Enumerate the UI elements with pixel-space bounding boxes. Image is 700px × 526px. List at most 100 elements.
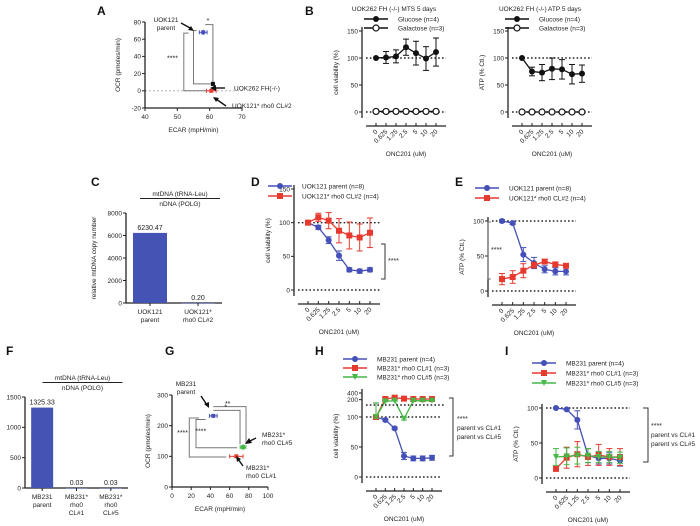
y-tick-label: 0	[480, 288, 484, 295]
panel-letter-g: G	[165, 344, 174, 358]
y-tick-label: 200	[347, 397, 358, 404]
data-point	[403, 44, 409, 51]
arrowhead	[188, 26, 194, 31]
data-point	[519, 55, 525, 61]
bar-value-label: 0.20	[191, 295, 205, 302]
series-mb231-parent-n-4-	[373, 402, 435, 462]
legend-item: MB231 parent (n=4)	[532, 360, 624, 367]
y-tick-label: 2000	[108, 278, 123, 285]
data-point	[563, 268, 569, 275]
data-point	[509, 220, 516, 227]
x-tick-label: 1.25	[513, 307, 527, 321]
legend-label: Galactose (n=3)	[539, 25, 585, 32]
y-tick-label: 50	[283, 254, 291, 261]
x-tick-label: 20	[363, 306, 373, 316]
significance-bracket	[213, 409, 241, 445]
x-tick-label: 10	[549, 307, 559, 317]
data-point-group	[239, 444, 247, 451]
data-point	[520, 251, 527, 258]
data-point	[574, 416, 581, 423]
data-point	[413, 50, 419, 57]
y-tick-label: 100	[157, 454, 168, 461]
legend-marker	[352, 356, 358, 362]
bar	[31, 407, 54, 488]
significance-marker: *	[207, 18, 210, 25]
data-point	[549, 65, 555, 72]
y-axis-label: cell viability (%)	[333, 50, 340, 95]
y-tick-label: 100	[527, 405, 538, 412]
x-tick-label: 60	[206, 114, 214, 121]
legend-item: UOK121 parent (n=8)	[268, 183, 364, 190]
ratio-numerator: mtDNA (tRNA-Leu)	[55, 375, 110, 382]
significance-bracket	[183, 32, 207, 92]
point-label: parent	[177, 389, 196, 396]
data-point	[305, 219, 311, 226]
point-label: rho0 CL#5	[262, 440, 293, 447]
data-point	[372, 107, 380, 116]
data-point	[325, 217, 332, 224]
y-axis-label: OCR (pmoles/min)	[115, 38, 122, 92]
y-tick-label: 0	[17, 485, 21, 492]
x-tick-label: MB231	[32, 494, 53, 501]
data-point	[367, 229, 373, 236]
data-point	[574, 452, 581, 459]
x-tick-label: 10	[353, 306, 363, 316]
y-tick-label: 1000	[7, 425, 22, 432]
x-tick-label: 80	[245, 493, 253, 500]
x-tick-label: 20	[559, 307, 569, 317]
panel-letter-c: C	[91, 175, 100, 189]
point-label: MB231*	[246, 465, 270, 472]
y-tick-label: 150	[347, 28, 358, 35]
y-tick-label: 4000	[108, 255, 123, 262]
y-tick-label: 50	[477, 253, 485, 260]
y-tick-label: 300	[157, 392, 168, 399]
significance-bracket	[381, 243, 386, 280]
legend-label: MB231* rho0 CL#1 (n=3)	[566, 370, 638, 377]
x-tick-label: 2.5	[544, 128, 556, 140]
y-tick-label: 50	[531, 440, 539, 447]
x-tick-label: 2.5	[396, 493, 408, 505]
y-axis-label: relative mtDNA copy number	[91, 216, 98, 300]
data-point	[325, 237, 332, 244]
legend-label: MB231 parent (n=4)	[377, 356, 435, 363]
x-tick-label: UOK121	[138, 309, 163, 316]
x-tick-label: 1.25	[567, 494, 581, 508]
x-tick-label: 20	[613, 494, 623, 504]
x-tick-label: 0	[372, 128, 380, 136]
x-tick-label: CL#5	[103, 510, 119, 517]
data-point	[553, 465, 559, 472]
data-point	[538, 108, 546, 116]
y-tick-label: 0	[137, 88, 141, 95]
x-tick-label: 20	[188, 493, 196, 500]
x-tick-label: 20	[429, 128, 439, 138]
chart-panel-C: 0 2000 4000 6000 8000 relative mtDNA copy num…	[91, 191, 222, 324]
x-tick-label: CL#1	[69, 510, 85, 517]
ratio-denominator: nDNA (POLG)	[62, 385, 103, 392]
point-label: UOK121* rho0 CL#2	[232, 103, 292, 110]
y-tick-label: 50	[351, 82, 359, 89]
x-tick-label: 10	[419, 128, 429, 138]
x-axis-label: ONC201 (uM)	[319, 329, 359, 336]
arrowhead	[213, 97, 219, 102]
y-axis-label: ATP (% Ctl.)	[459, 239, 466, 275]
data-point	[499, 218, 505, 224]
comparison-label: parent vs CL#1	[457, 425, 501, 432]
data-point	[595, 454, 602, 460]
data-point	[563, 406, 570, 413]
legend-item: MB231 parent (n=4)	[343, 356, 435, 363]
arrow	[215, 98, 227, 107]
chart-panel-G: 0 100 200 300 OCR (pmoles/min) 0 20 40 60 80 100 EC…	[145, 381, 293, 513]
significance-marker: *	[224, 405, 227, 412]
y-tick-label: 100	[347, 55, 358, 62]
x-axis-label: ONC201 (uM)	[532, 151, 572, 158]
data-point	[529, 68, 535, 75]
data-point	[606, 454, 613, 460]
legend-label: UOK121* rho0 CL#2 (n=4)	[302, 193, 379, 200]
y-tick-label: 1500	[7, 394, 22, 401]
y-tick-label: 0	[534, 475, 538, 482]
x-tick-label: 0	[304, 306, 312, 314]
